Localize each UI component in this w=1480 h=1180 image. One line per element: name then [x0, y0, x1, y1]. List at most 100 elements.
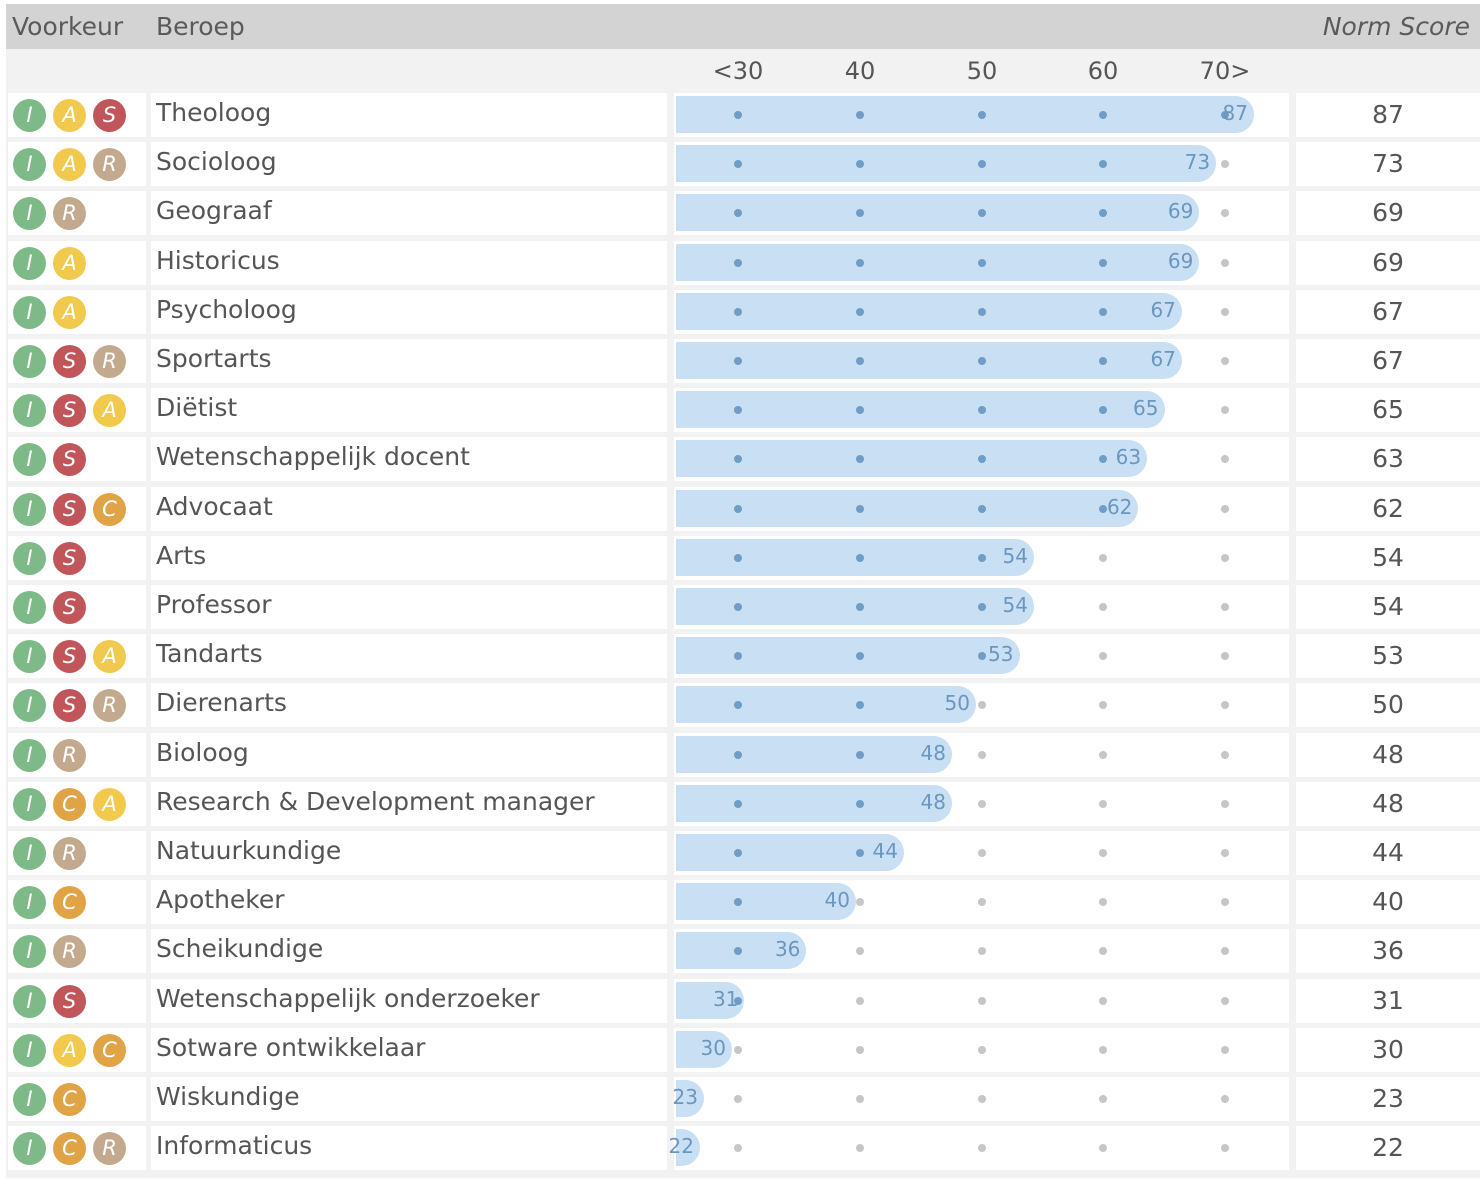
column-header-preference[interactable]: Voorkeur [12, 12, 124, 41]
table-row[interactable]: I S Wetenschappelijk docent 63 63 [6, 437, 1480, 482]
scale-dot [1099, 799, 1107, 808]
table-row[interactable]: I C Apotheker 40 40 [6, 880, 1480, 925]
score-bar-label: 36 [774, 937, 801, 962]
scale-dot [1099, 652, 1107, 661]
table-row[interactable]: I S C Advocaat 62 62 [6, 486, 1480, 532]
scale-dot [1099, 701, 1107, 710]
scale-dot [734, 947, 742, 956]
riasec-badge: C [93, 1033, 126, 1067]
table-row[interactable]: I A Historicus 69 69 [6, 240, 1480, 286]
scale-dot [978, 996, 986, 1005]
scale-dot [978, 455, 986, 464]
table-row[interactable]: I A C Sotware ontwikkelaar 30 30 [6, 1027, 1480, 1073]
scale-dot [734, 307, 742, 316]
scale-dot [1099, 111, 1107, 119]
table-row[interactable]: I S Wetenschappelijk onderzoeker 31 31 [6, 978, 1480, 1024]
score-bar-cell: 67 [674, 339, 1289, 383]
scale-dot [734, 898, 742, 907]
norm-score-cell: 67 [1296, 289, 1480, 334]
scale-dot [1099, 1095, 1107, 1103]
scale-dot [978, 111, 986, 119]
riasec-badge: I [13, 492, 46, 526]
scale-dot [1099, 849, 1107, 857]
riasec-badge: I [13, 984, 46, 1018]
score-bar-cell: 65 [674, 388, 1289, 433]
table-row[interactable]: I A Psycholoog 67 67 [6, 289, 1480, 335]
scale-dot [734, 111, 742, 119]
score-bar-label: 22 [668, 1134, 694, 1159]
score-bar-label: 63 [1115, 445, 1142, 470]
scale-dot [1221, 111, 1229, 119]
occupation-label: Historicus [156, 245, 280, 275]
table-row[interactable]: I S A Diëtist 65 65 [6, 388, 1480, 433]
scale-tick: 40 [844, 57, 876, 85]
norm-score-cell: 63 [1296, 437, 1480, 482]
norm-score-cell: 53 [1296, 634, 1480, 679]
riasec-badge: R [93, 148, 126, 182]
table-row[interactable]: I S Professor 54 54 [6, 585, 1480, 630]
scale-dot [856, 701, 864, 710]
scale-dot [734, 504, 742, 513]
table-row[interactable]: I R Bioloog 48 48 [6, 732, 1480, 778]
occupation-label: Informaticus [156, 1131, 313, 1161]
score-bar-cell: 48 [674, 732, 1289, 777]
table-row[interactable]: I R Natuurkundige 44 44 [6, 831, 1480, 876]
scale-dot [734, 1144, 742, 1153]
table-row[interactable]: I S A Tandarts 53 53 [6, 634, 1480, 679]
scale-dot [1099, 1144, 1107, 1153]
score-bar-label: 67 [1150, 297, 1176, 322]
score-bar [676, 834, 904, 871]
scale-dot [1099, 750, 1107, 759]
table-row[interactable]: I S R Dierenarts 50 50 [6, 683, 1480, 728]
norm-score-value: 69 [1372, 198, 1404, 228]
occupation-label: Professor [156, 590, 272, 619]
riasec-badge: A [53, 99, 86, 132]
score-bar-cell: 87 [674, 93, 1289, 137]
occupation-cell: Psycholoog [151, 289, 667, 334]
riasec-badge: A [93, 394, 126, 428]
occupation-label: Research & Development manager [156, 786, 595, 816]
norm-score-cell: 22 [1296, 1126, 1480, 1171]
riasec-badge: I [13, 541, 46, 575]
scale-dot [978, 209, 986, 218]
scale-dot [978, 652, 986, 661]
scale-dot [734, 258, 742, 267]
riasec-badge: S [53, 443, 86, 477]
score-bar [676, 981, 745, 1019]
norm-score-value: 87 [1372, 100, 1404, 129]
norm-score-cell: 44 [1296, 831, 1480, 875]
riasec-badge: I [13, 591, 46, 624]
score-bar [676, 883, 856, 921]
table-row[interactable]: I A R Socioloog 73 73 [6, 142, 1480, 187]
norm-score-cell: 87 [1296, 93, 1480, 137]
score-bar [676, 784, 952, 822]
scale-dot [856, 799, 864, 808]
norm-score-value: 36 [1372, 936, 1404, 966]
table-row[interactable]: I S Arts 54 54 [6, 535, 1480, 581]
table-row[interactable]: I R Geograaf 69 69 [6, 191, 1480, 236]
riasec-badge: I [13, 99, 46, 132]
table-row[interactable]: I A S Theoloog 87 87 [6, 93, 1480, 138]
table-row[interactable]: I S R Sportarts 67 67 [6, 339, 1480, 384]
score-bar [676, 686, 976, 724]
column-header-norm-score[interactable]: Norm Score [1322, 12, 1470, 41]
table-row[interactable]: I C R Informaticus 22 22 [6, 1126, 1480, 1171]
table-row[interactable]: I C Wiskundige 23 23 [6, 1077, 1480, 1122]
score-bar-label: 65 [1133, 396, 1159, 421]
table-row[interactable]: I C A Research & Development manager 48 48 [6, 781, 1480, 827]
norm-score-value: 22 [1372, 1133, 1404, 1163]
table-row[interactable]: I R Scheikundige 36 36 [6, 929, 1480, 974]
norm-score-cell: 62 [1296, 486, 1480, 531]
occupation-label: Dierenarts [156, 688, 287, 718]
occupation-label: Natuurkundige [156, 836, 342, 865]
score-bar-label: 31 [712, 986, 739, 1011]
score-bar-cell: 48 [674, 781, 1289, 826]
riasec-badge: R [93, 1132, 126, 1166]
column-header-occupation[interactable]: Beroep [156, 12, 245, 41]
